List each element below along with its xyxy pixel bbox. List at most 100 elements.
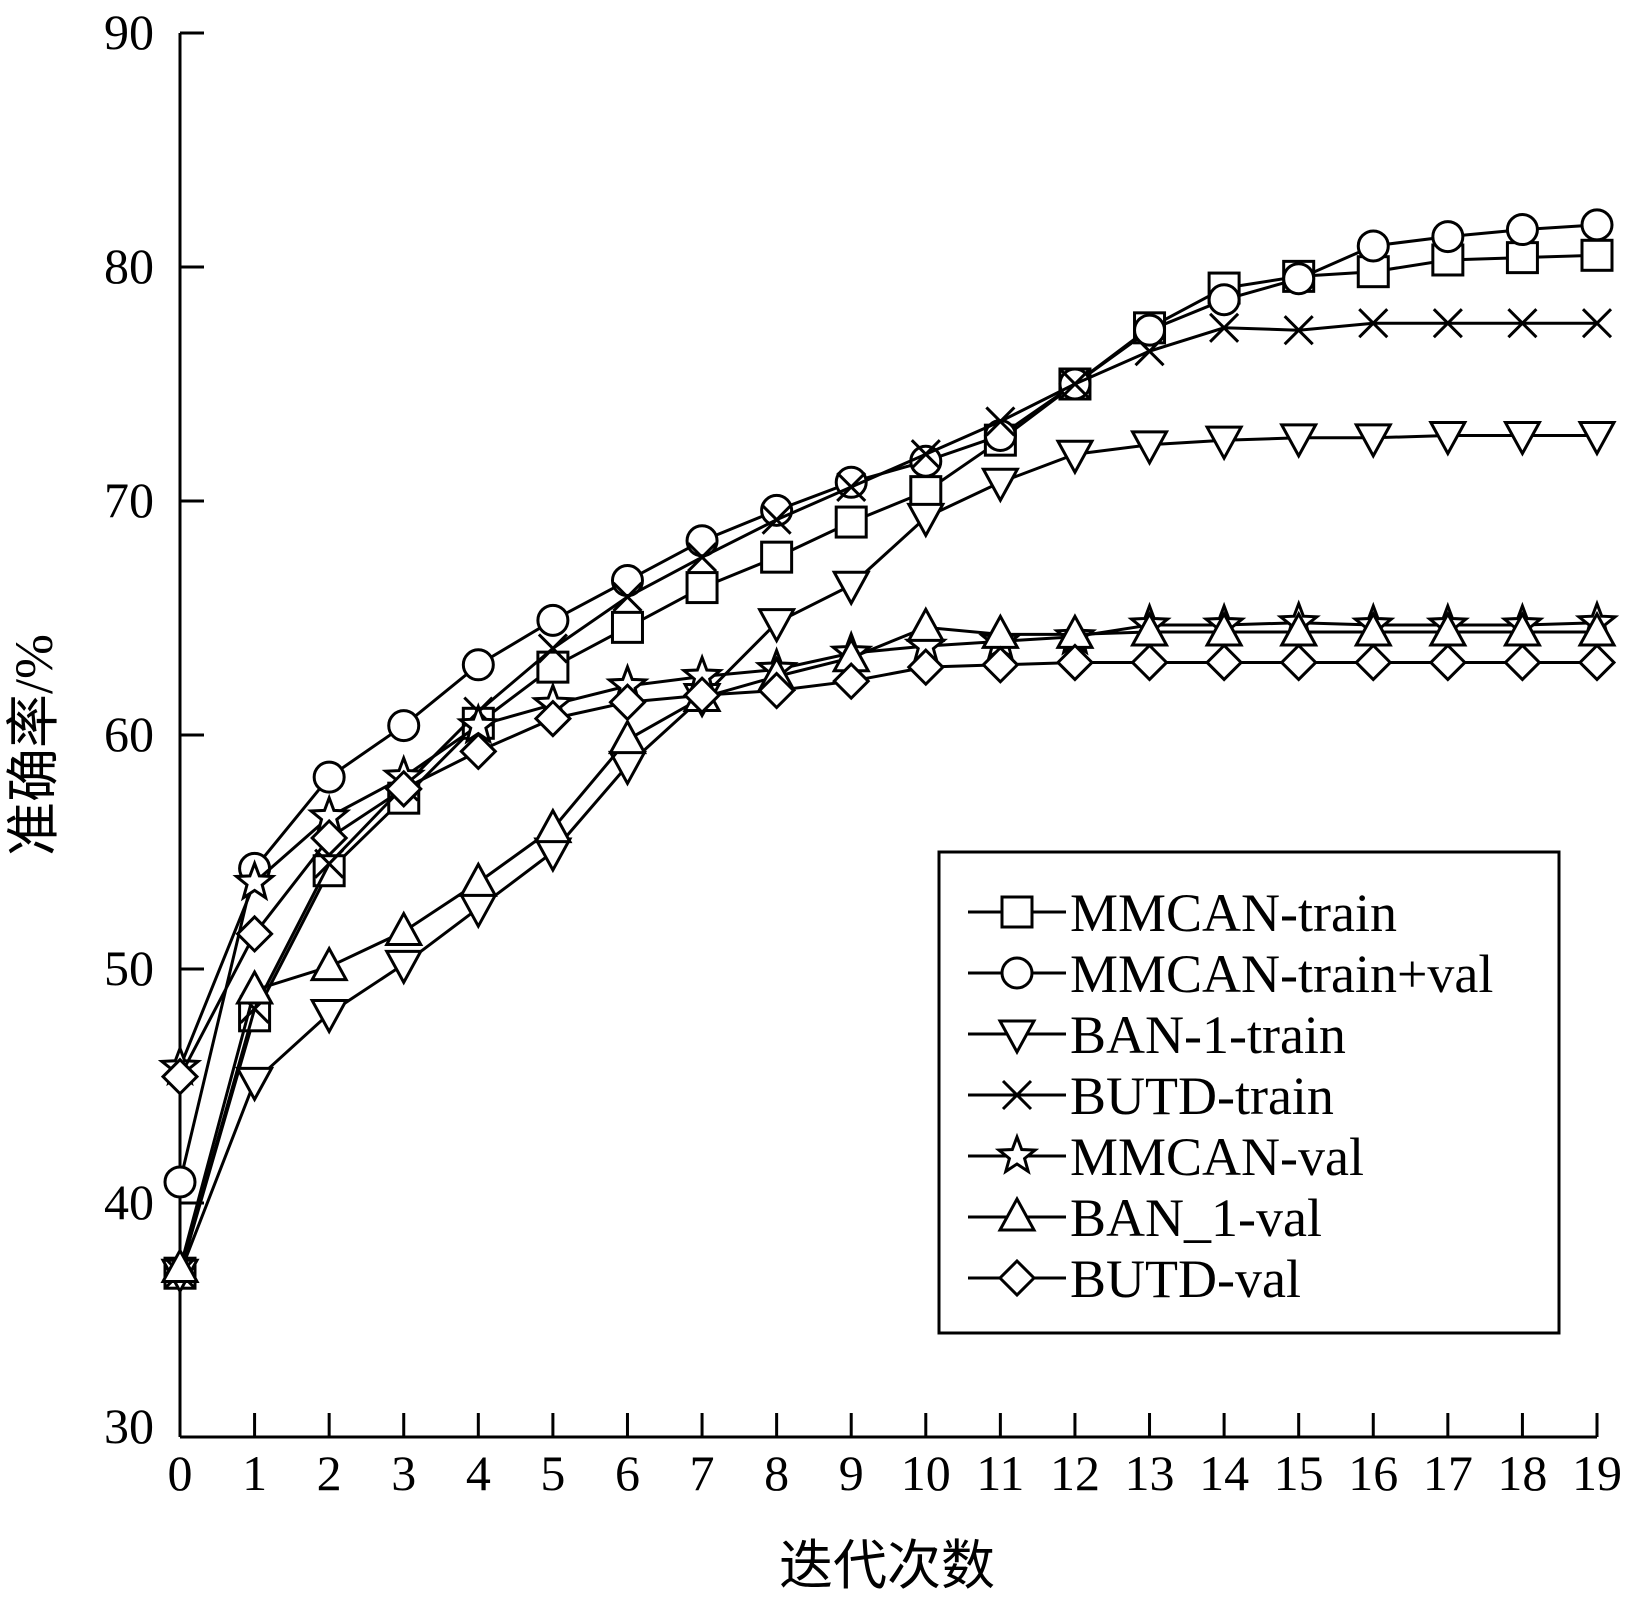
- data-point-circle: [163, 1165, 197, 1199]
- x-tick-label: 2: [317, 1445, 342, 1501]
- data-point-triangle-up: [458, 861, 498, 897]
- data-point-x: [836, 471, 867, 503]
- data-point-diamond: [757, 671, 796, 710]
- data-point-triangle-up: [160, 1247, 200, 1284]
- data-point-triangle-down: [458, 893, 498, 930]
- x-tick-label: 6: [615, 1445, 640, 1501]
- data-point-x: [1283, 315, 1314, 346]
- data-point-triangle-down: [1129, 430, 1170, 466]
- data-point-triangle-down: [1428, 420, 1468, 457]
- x-tick-label: 13: [1125, 1445, 1175, 1501]
- legend: MMCAN-trainMMCAN-train+valBAN-1-trainBUT…: [937, 850, 1561, 1335]
- data-point-diamond: [832, 662, 871, 701]
- data-point-triangle-down: [1353, 423, 1393, 459]
- legend-item: MMCAN-val: [968, 1127, 1364, 1187]
- y-tick-label: 70: [104, 472, 154, 528]
- legend-label: MMCAN-val: [1070, 1127, 1364, 1187]
- data-point-circle: [312, 760, 346, 794]
- data-point-diamond: [1055, 643, 1095, 682]
- data-point-x: [985, 406, 1016, 437]
- data-point-square: [760, 540, 794, 574]
- data-point-triangle-down: [235, 1066, 275, 1103]
- x-tick-label: 1: [242, 1445, 267, 1501]
- x-tick-label: 9: [839, 1445, 864, 1501]
- x-tick-label: 0: [168, 1445, 193, 1501]
- data-point-diamond: [533, 699, 573, 738]
- data-point-diamond: [682, 676, 722, 715]
- legend-marker-square: [1000, 895, 1034, 929]
- data-point-diamond: [1279, 643, 1318, 682]
- data-point-circle: [1282, 262, 1316, 296]
- data-point-diamond: [1130, 643, 1169, 682]
- series-triangle-up: [160, 606, 1617, 1284]
- data-point-circle: [1580, 208, 1614, 242]
- data-point-x: [1432, 308, 1463, 339]
- data-point-diamond: [981, 645, 1020, 684]
- legend-item: MMCAN-train: [968, 883, 1397, 943]
- data-point-square: [834, 505, 868, 539]
- legend-label: BAN-1-train: [1070, 1005, 1346, 1065]
- series-layer: [157, 208, 1620, 1295]
- data-point-diamond: [384, 769, 423, 808]
- data-point-triangle-down: [757, 608, 797, 644]
- data-point-x: [1358, 308, 1389, 339]
- data-point-x: [1059, 368, 1091, 400]
- data-point-triangle-up: [533, 807, 573, 844]
- legend-label: BUTD-val: [1070, 1249, 1301, 1309]
- data-point-diamond: [906, 648, 945, 687]
- data-point-x: [761, 504, 792, 535]
- x-tick-label: 14: [1199, 1445, 1249, 1501]
- data-point-triangle-down: [1055, 439, 1095, 476]
- legend-label: MMCAN-train: [1070, 883, 1397, 943]
- data-point-diamond: [1503, 643, 1542, 682]
- data-point-x: [314, 848, 345, 879]
- data-point-circle: [1431, 220, 1465, 254]
- data-point-diamond: [459, 732, 498, 771]
- data-point-triangle-down: [1577, 420, 1617, 457]
- data-point-diamond: [310, 818, 349, 858]
- data-point-star: [232, 859, 277, 902]
- data-point-triangle-down: [384, 949, 424, 986]
- data-point-x: [537, 633, 568, 664]
- data-point-diamond: [1428, 643, 1467, 682]
- data-point-square: [685, 571, 719, 605]
- data-point-circle: [1133, 313, 1167, 347]
- x-tick-label: 12: [1050, 1445, 1100, 1501]
- data-point-triangle-down: [1279, 423, 1319, 459]
- y-tick-label: 60: [104, 706, 154, 762]
- data-point-circle: [1356, 229, 1390, 263]
- data-point-square: [610, 610, 644, 644]
- data-point-x: [612, 581, 643, 613]
- x-tick-label: 10: [901, 1445, 951, 1501]
- data-point-x: [1581, 308, 1613, 339]
- legend-item: BAN-1-train: [968, 1005, 1346, 1065]
- legend-label: BAN_1-val: [1070, 1188, 1322, 1248]
- data-point-triangle-up: [235, 968, 275, 1005]
- data-point-triangle-down: [533, 837, 573, 874]
- y-tick-label: 50: [104, 940, 154, 996]
- data-point-x: [1134, 336, 1165, 367]
- y-tick-label: 80: [104, 238, 154, 294]
- data-point-square: [1505, 241, 1539, 275]
- series-line: [178, 625, 1597, 1269]
- legend-item: BUTD-train: [968, 1066, 1334, 1126]
- legend-label: BUTD-train: [1070, 1066, 1334, 1126]
- x-tick-label: 8: [764, 1445, 789, 1501]
- data-point-x: [1507, 308, 1538, 339]
- x-tick-label: 19: [1572, 1445, 1622, 1501]
- legend-marker-triangle-down: [997, 1019, 1037, 1056]
- data-point-diamond: [608, 683, 647, 722]
- legend-item: BUTD-val: [968, 1249, 1301, 1309]
- data-point-square: [909, 475, 943, 509]
- legend-item: BAN_1-val: [968, 1188, 1322, 1248]
- data-point-diamond: [1204, 643, 1244, 682]
- data-point-triangle-down: [1204, 425, 1244, 462]
- y-tick-label: 40: [104, 1174, 154, 1230]
- series-diamond: [160, 643, 1617, 1096]
- legend-marker-star: [994, 1132, 1040, 1175]
- data-point-diamond: [1577, 643, 1617, 682]
- x-axis-title: 迭代次数: [779, 1536, 995, 1596]
- y-tick-label: 90: [104, 4, 154, 60]
